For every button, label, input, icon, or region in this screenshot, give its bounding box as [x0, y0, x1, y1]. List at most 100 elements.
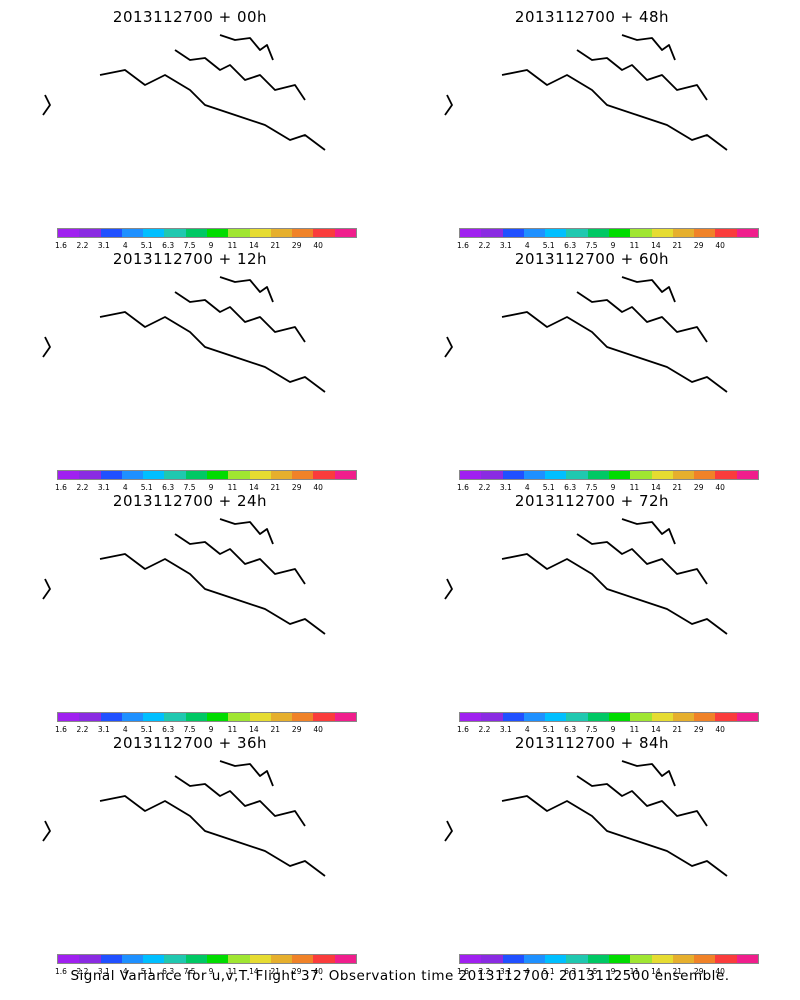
colorbar: [57, 712, 357, 722]
colorbar-tick-label: 40: [313, 483, 323, 492]
colorbar-tick-label: 2.2: [478, 241, 491, 250]
variance-map: [42, 276, 326, 393]
colorbar-swatch: [185, 229, 207, 237]
colorbar-swatch: [736, 713, 758, 721]
colorbar-tick-label: 11: [629, 725, 640, 734]
colorbar-swatch: [672, 713, 695, 721]
colorbar-swatch: [249, 229, 271, 237]
colorbar-swatch: [545, 955, 567, 963]
colorbar: [57, 954, 357, 964]
colorbar-tick-label: 4: [524, 725, 530, 734]
colorbar-swatch: [545, 471, 567, 479]
panel-title: 2013112700 + 48h: [514, 8, 670, 26]
colorbar-swatch: [206, 713, 229, 721]
colorbar-swatch: [164, 955, 186, 963]
colorbar-swatch: [566, 471, 588, 479]
colorbar-tick-label: 6.3: [162, 725, 175, 734]
colorbar: [459, 954, 759, 964]
colorbar-swatch: [79, 229, 101, 237]
colorbar-tick-label: 1.6: [55, 483, 67, 492]
colorbar-tick-label: 6.3: [162, 483, 175, 492]
colorbar-tick-label: 21: [270, 241, 281, 250]
colorbar-tick-label: 3.1: [499, 967, 512, 976]
colorbar-tick-label: 9: [610, 967, 616, 976]
colorbar: [459, 228, 759, 238]
colorbar-swatch: [630, 713, 652, 721]
colorbar-tick-label: 14: [249, 725, 259, 734]
variance-map: [444, 34, 728, 151]
colorbar-tick-label: 9: [610, 483, 616, 492]
colorbar-swatch: [608, 713, 631, 721]
colorbar-swatch: [672, 229, 695, 237]
colorbar-swatch: [672, 955, 695, 963]
colorbar-swatch: [313, 713, 335, 721]
colorbar-swatch: [185, 713, 207, 721]
colorbar-tick-label: 3.1: [97, 241, 110, 250]
colorbar-tick-label: 11: [629, 241, 640, 250]
colorbar-tick-label: 9: [208, 967, 214, 976]
colorbar-swatch: [545, 229, 567, 237]
colorbar-swatch: [334, 713, 356, 721]
colorbar: [459, 470, 759, 480]
map-panel: 2013112700 + 12h 1.6 2.2 3.1 4 5.1 6.3 7.5 9 11 1…: [0, 250, 380, 492]
colorbar-swatch: [566, 713, 588, 721]
colorbar-tick-label: 1.6: [457, 725, 469, 734]
colorbar-swatch: [143, 229, 165, 237]
colorbar-ticks: 1.6 2.2 3.1 4 5.1 6.3 7.5 9 11 14 21 29 40: [457, 967, 759, 977]
colorbar-swatch: [694, 471, 716, 479]
colorbar-tick-label: 5.1: [542, 483, 555, 492]
colorbar-swatch: [143, 713, 165, 721]
colorbar-tick-label: 21: [672, 483, 683, 492]
colorbar-tick-label: 14: [651, 483, 661, 492]
map-panel: 2013112700 + 24h 1.6 2.2 3.1 4 5.1 6.3 7.5 9 11 1…: [0, 492, 380, 734]
colorbar-swatch: [228, 471, 250, 479]
colorbar-tick-label: 1.6: [457, 241, 469, 250]
colorbar-tick-label: 7.5: [183, 483, 196, 492]
colorbar-swatch: [121, 229, 144, 237]
colorbar-tick-label: 6.3: [564, 241, 577, 250]
colorbar-swatch: [545, 713, 567, 721]
colorbar-tick-label: 5.1: [140, 967, 153, 976]
colorbar-tick-label: 3.1: [499, 483, 512, 492]
colorbar-swatch: [58, 955, 80, 963]
colorbar-tick-label: 11: [227, 967, 238, 976]
colorbar-tick-label: 4: [122, 967, 128, 976]
colorbar-swatch: [523, 471, 546, 479]
colorbar-swatch: [608, 229, 631, 237]
colorbar-swatch: [164, 471, 186, 479]
colorbar-swatch: [460, 713, 482, 721]
colorbar-tick-label: 40: [313, 725, 323, 734]
colorbar-swatch: [313, 471, 335, 479]
colorbar-tick-label: 21: [672, 725, 683, 734]
colorbar-tick-label: 40: [715, 241, 725, 250]
colorbar-tick-label: 6.3: [162, 967, 175, 976]
panel-title: 2013112700 + 72h: [514, 492, 670, 510]
colorbar-swatch: [587, 229, 609, 237]
colorbar-tick-label: 4: [122, 483, 128, 492]
colorbar-tick-label: 11: [227, 241, 238, 250]
colorbar-swatch: [206, 229, 229, 237]
colorbar-tick-label: 40: [715, 483, 725, 492]
colorbar-swatch: [736, 229, 758, 237]
colorbar-swatch: [79, 471, 101, 479]
colorbar-swatch: [651, 955, 673, 963]
colorbar-swatch: [715, 229, 737, 237]
colorbar-tick-label: 1.6: [457, 483, 469, 492]
colorbar-tick-label: 6.3: [564, 483, 577, 492]
colorbar-ticks: 1.6 2.2 3.1 4 5.1 6.3 7.5 9 11 14 21 29 40: [55, 241, 357, 251]
colorbar-tick-label: 2.2: [478, 483, 491, 492]
colorbar-tick-label: 2.2: [76, 483, 89, 492]
colorbar-swatch: [481, 955, 503, 963]
colorbar-ticks: 1.6 2.2 3.1 4 5.1 6.3 7.5 9 11 14 21 29 40: [457, 725, 759, 735]
colorbar-swatch: [694, 955, 716, 963]
colorbar-tick-label: 40: [313, 967, 323, 976]
colorbar-swatch: [270, 471, 293, 479]
variance-map: [444, 760, 728, 877]
colorbar-tick-label: 40: [715, 967, 725, 976]
colorbar-tick-label: 14: [249, 967, 259, 976]
colorbar-swatch: [100, 713, 122, 721]
colorbar-tick-label: 9: [208, 483, 214, 492]
variance-map: [42, 518, 326, 635]
colorbar-swatch: [334, 471, 356, 479]
colorbar-tick-label: 3.1: [97, 967, 110, 976]
